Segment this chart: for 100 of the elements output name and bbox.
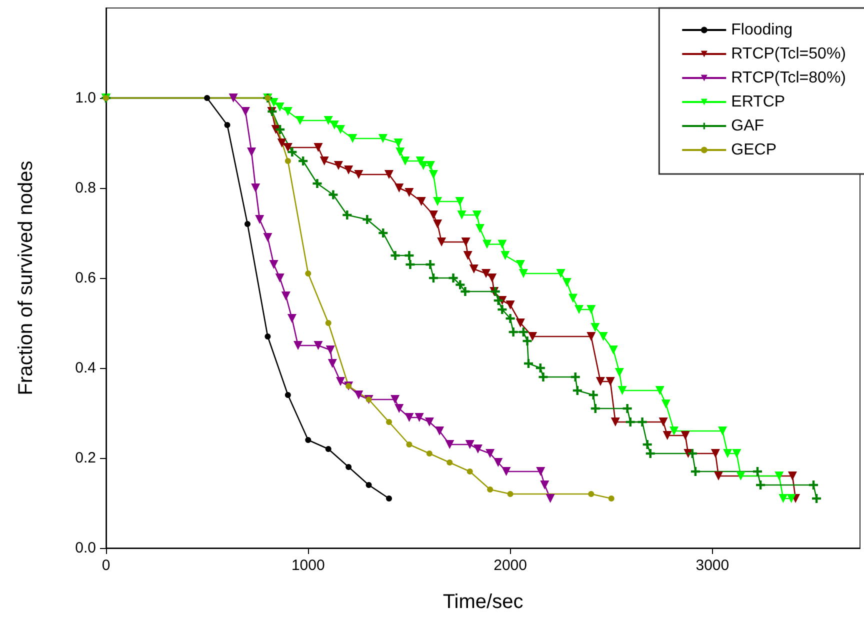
point — [536, 364, 545, 372]
point — [809, 480, 818, 490]
y-tick-label: 0.6 — [75, 270, 96, 286]
point — [284, 158, 291, 164]
point — [610, 418, 620, 426]
point — [394, 138, 403, 148]
point — [354, 170, 364, 179]
point — [718, 426, 728, 436]
point — [472, 210, 482, 220]
point — [314, 341, 323, 350]
point — [642, 440, 652, 449]
point — [426, 161, 435, 170]
point — [404, 413, 414, 422]
legend-label: GAF — [731, 118, 764, 134]
point — [325, 446, 332, 452]
point — [506, 300, 515, 310]
point — [536, 467, 546, 476]
point — [348, 134, 358, 143]
point — [662, 431, 672, 440]
point — [590, 323, 600, 332]
point — [296, 116, 305, 125]
point — [437, 238, 446, 246]
point — [328, 190, 338, 200]
point — [390, 251, 400, 260]
point — [354, 390, 364, 400]
point — [277, 138, 286, 148]
point — [455, 197, 464, 206]
point — [486, 449, 495, 458]
point — [626, 418, 635, 426]
point — [251, 184, 260, 192]
point — [269, 98, 278, 107]
point — [446, 460, 453, 466]
point — [283, 143, 292, 152]
point — [688, 449, 697, 458]
point — [522, 336, 532, 346]
point — [312, 179, 322, 188]
point — [426, 260, 435, 269]
point — [596, 377, 605, 386]
x-tick-label: 0 — [102, 557, 110, 574]
point — [568, 294, 578, 303]
point — [424, 418, 434, 426]
point — [723, 449, 732, 458]
point — [305, 437, 312, 443]
point — [661, 400, 670, 408]
point — [394, 404, 404, 413]
point — [433, 197, 442, 206]
point — [465, 440, 474, 449]
point — [473, 444, 482, 454]
point — [524, 359, 533, 368]
point — [406, 260, 415, 269]
point — [384, 170, 394, 179]
point — [680, 431, 690, 440]
point — [378, 134, 388, 143]
point — [224, 122, 230, 128]
point — [244, 221, 250, 227]
point — [314, 143, 323, 152]
point — [498, 305, 507, 314]
point — [778, 494, 788, 503]
point — [774, 472, 784, 480]
point — [394, 184, 404, 192]
point — [518, 269, 528, 278]
point — [328, 359, 337, 368]
point — [336, 377, 345, 386]
point — [562, 278, 572, 287]
point — [344, 166, 354, 174]
point — [404, 188, 414, 197]
point — [324, 116, 333, 125]
point — [608, 346, 618, 354]
point — [362, 215, 372, 224]
point — [457, 210, 466, 220]
point — [428, 274, 438, 282]
point — [638, 418, 647, 426]
x-axis-title: Time/sec — [442, 591, 524, 613]
point — [445, 440, 454, 449]
point — [598, 332, 608, 341]
point — [753, 467, 762, 476]
point — [288, 148, 297, 156]
point — [528, 332, 538, 341]
point — [255, 215, 264, 224]
point — [469, 264, 478, 274]
point — [756, 480, 766, 490]
point — [586, 332, 596, 341]
point — [247, 148, 256, 156]
point — [507, 491, 514, 497]
point — [812, 494, 822, 503]
point — [508, 328, 518, 336]
point — [240, 107, 250, 116]
point — [482, 240, 492, 249]
point — [400, 156, 410, 166]
point — [336, 125, 345, 134]
point — [570, 372, 580, 382]
point — [460, 287, 470, 296]
point — [786, 494, 796, 503]
point — [325, 320, 332, 326]
point — [283, 107, 292, 116]
y-tick-label: 0.8 — [75, 180, 96, 196]
point — [334, 161, 343, 170]
point — [690, 467, 700, 476]
point — [461, 238, 470, 246]
point — [294, 341, 303, 350]
